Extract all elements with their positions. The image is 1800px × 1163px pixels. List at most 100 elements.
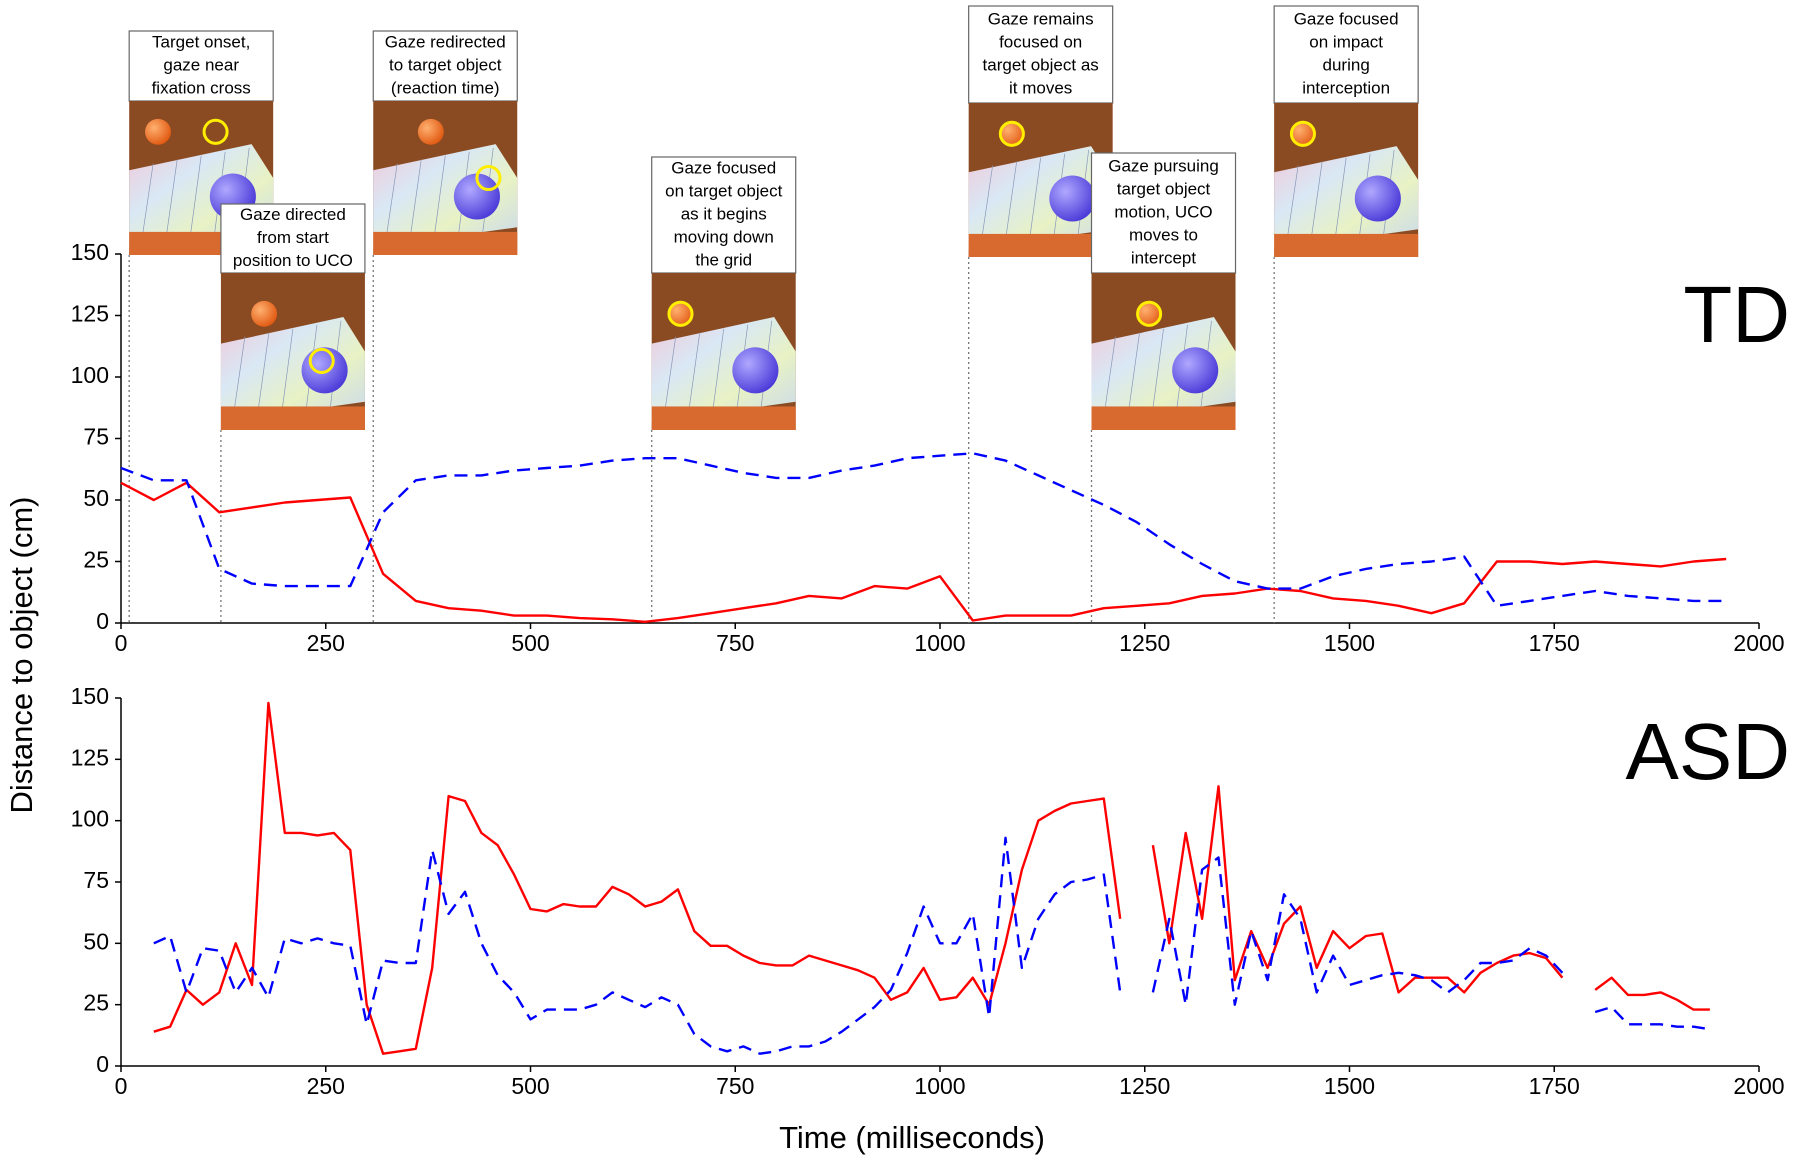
caption-line: to target object <box>389 55 502 74</box>
scene-grid <box>1274 146 1419 250</box>
annotation: Gaze pursuing target object motion, UCO mov… <box>1090 152 1237 430</box>
caption-line: Gaze pursuing <box>1108 156 1219 175</box>
scene-orange-ball <box>251 300 278 327</box>
scene-orange-ball <box>667 300 694 327</box>
data-line <box>120 481 1727 623</box>
caption-box <box>1273 5 1419 104</box>
caption-box <box>220 203 366 274</box>
y-tick-label: 50 <box>83 485 109 511</box>
x-tick-label: 1250 <box>1119 1073 1170 1099</box>
scene-grid-line <box>1285 165 1299 247</box>
caption-box <box>651 156 797 274</box>
caption-line: target object as <box>983 55 1099 74</box>
gaze-marker <box>202 118 229 145</box>
scene-table-edge <box>651 406 796 430</box>
scene-orange-ball <box>145 118 171 145</box>
scene-grid-line <box>1103 336 1116 420</box>
caption-line: moves to <box>1129 225 1198 244</box>
y-tick-label: 100 <box>71 362 109 388</box>
caption-line: Gaze focused <box>671 158 776 177</box>
scene-blue-ball <box>1354 175 1401 222</box>
caption-line: it moves <box>1009 78 1072 97</box>
x-tick-label: 1750 <box>1529 1073 1580 1099</box>
scene-orange-ball <box>1136 300 1163 327</box>
scene-grid-line <box>663 336 677 420</box>
scene-orange-ball <box>1289 120 1316 147</box>
scene-blue-ball <box>1172 347 1219 394</box>
scene-grid-line <box>232 336 246 420</box>
x-tick-label: 1750 <box>1529 630 1580 656</box>
caption-line: on target object <box>665 181 782 200</box>
caption-box <box>372 30 518 102</box>
x-tick-label: 1000 <box>914 630 965 656</box>
scene-grid <box>968 146 1113 250</box>
scene-grid-line <box>140 163 154 245</box>
annotation: Gaze remains focused on target object as it… <box>968 5 1114 257</box>
scene-table-edge <box>968 233 1113 257</box>
annotation: Gaze directed from start position to UCO <box>220 203 366 430</box>
y-tick-label: 75 <box>83 867 109 893</box>
scene-table-edge <box>220 406 365 430</box>
x-tick-label: 250 <box>307 1073 345 1099</box>
scene-table-edge <box>1091 406 1236 430</box>
caption-line: Gaze focused <box>1294 9 1399 28</box>
x-tick-label: 0 <box>115 1073 128 1099</box>
scene-blue-ball <box>301 347 348 394</box>
y-tick-label: 0 <box>96 608 109 634</box>
x-tick-label: 500 <box>511 630 549 656</box>
scene-grid-line <box>980 165 994 247</box>
gaze-marker <box>998 120 1025 147</box>
scene-grid-line <box>280 328 294 420</box>
caption-line: gaze near <box>163 55 239 74</box>
caption-line: as it begins <box>681 204 767 223</box>
scene-grid-line <box>1004 161 1018 247</box>
y-tick-label: 150 <box>71 683 109 709</box>
gaze-marker <box>475 164 502 192</box>
scene-grid-line <box>1333 157 1347 247</box>
x-tick-label: 2000 <box>1733 630 1784 656</box>
caption-box <box>968 5 1114 104</box>
caption-line: the grid <box>695 250 752 269</box>
x-tick-label: 500 <box>511 1073 549 1099</box>
scene-grid-line <box>188 155 202 245</box>
x-tick-label: 1500 <box>1324 1073 1375 1099</box>
scene-grid-line <box>711 328 725 420</box>
caption-line: position to UCO <box>233 251 353 270</box>
data-line <box>153 836 1711 1055</box>
scene-grid <box>1091 316 1236 423</box>
scene-grid-line <box>687 332 701 420</box>
caption-line: focused on <box>999 32 1082 51</box>
scene-grid-line <box>408 159 422 245</box>
gaze-marker <box>308 347 335 374</box>
gaze-marker <box>1289 120 1316 147</box>
scene-blue-ball <box>732 347 779 394</box>
scene-grid-line <box>1151 328 1164 420</box>
caption-line: during <box>1323 55 1370 74</box>
scene-blue-ball <box>453 173 500 220</box>
scene-grid-line <box>432 155 446 245</box>
annotation: Gaze redirected to target object (reaction… <box>372 30 518 255</box>
scene-grid-line <box>384 163 398 245</box>
data-line <box>120 452 1727 607</box>
panel-label: TD <box>1683 270 1790 359</box>
y-tick-label: 100 <box>71 806 109 832</box>
scene-blue-ball <box>1049 175 1096 222</box>
x-axis-label: Time (milliseconds) <box>779 1120 1045 1155</box>
x-tick-label: 1000 <box>914 1073 965 1099</box>
caption-line: on impact <box>1309 32 1383 51</box>
caption-line: interception <box>1302 78 1390 97</box>
caption-line: Gaze redirected <box>385 32 506 51</box>
scene-table-edge <box>373 231 518 255</box>
caption-box <box>1090 152 1237 274</box>
scene-grid <box>651 316 796 423</box>
y-tick-label: 0 <box>96 1051 109 1077</box>
y-tick-label: 125 <box>71 301 109 327</box>
caption-line: motion, UCO <box>1114 202 1212 221</box>
y-tick-label: 75 <box>83 424 109 450</box>
x-tick-label: 1250 <box>1119 630 1170 656</box>
y-tick-label: 25 <box>83 990 109 1016</box>
gaze-marker <box>667 300 694 327</box>
scene-grid-line <box>1127 332 1140 420</box>
scene-orange-ball <box>417 118 444 145</box>
